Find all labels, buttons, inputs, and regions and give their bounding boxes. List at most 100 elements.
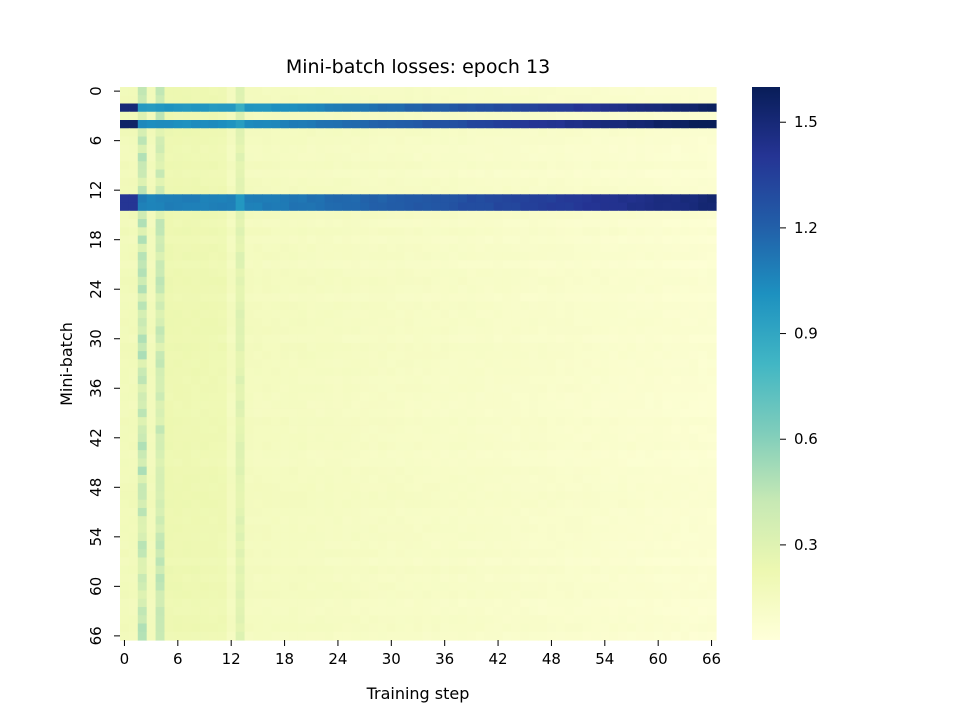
heatmap-cell <box>351 202 361 212</box>
heatmap-cell <box>386 441 397 451</box>
heatmap-cell <box>164 392 174 402</box>
heatmap-cell <box>369 623 379 633</box>
heatmap-cell <box>671 293 682 303</box>
heatmap-cell <box>369 95 379 105</box>
heatmap-cell <box>449 417 459 426</box>
heatmap-cell <box>609 186 619 195</box>
heatmap-cell <box>618 367 628 377</box>
heatmap-cell <box>449 565 459 575</box>
heatmap-cell <box>422 474 432 484</box>
heatmap-cell <box>609 466 619 476</box>
heatmap-cell <box>662 417 673 426</box>
heatmap-cell <box>333 301 343 311</box>
heatmap-cell <box>546 367 557 377</box>
heatmap-cell <box>315 202 326 212</box>
heatmap-cell <box>377 219 388 228</box>
heatmap-cell <box>217 227 228 237</box>
heatmap-cell <box>618 425 628 435</box>
heatmap-cell <box>386 474 397 484</box>
heatmap-cell <box>635 177 646 187</box>
heatmap-cell <box>520 417 530 426</box>
heatmap-cell <box>609 549 619 559</box>
heatmap-cell <box>529 351 539 360</box>
heatmap-cell <box>182 408 192 418</box>
heatmap-cell <box>609 144 619 154</box>
heatmap-cell <box>635 483 646 493</box>
heatmap-cell <box>182 227 192 237</box>
heatmap-cell <box>466 95 477 105</box>
heatmap-cell <box>182 136 192 146</box>
heatmap-cell <box>600 111 610 121</box>
heatmap-cell <box>217 441 228 451</box>
heatmap-cell <box>555 293 566 303</box>
heatmap-cell <box>297 417 308 426</box>
heatmap-cell <box>484 359 495 369</box>
heatmap-cell <box>449 136 459 146</box>
heatmap-cell <box>395 359 406 369</box>
heatmap-cell <box>137 565 148 575</box>
heatmap-cell <box>627 598 637 608</box>
heatmap-cell <box>502 532 513 542</box>
heatmap-cell <box>377 466 388 476</box>
heatmap-cell <box>413 136 424 146</box>
heatmap-cell <box>369 367 379 377</box>
heatmap-cell <box>689 433 699 443</box>
heatmap-cell <box>431 186 441 195</box>
heatmap-cell <box>662 590 673 600</box>
heatmap-cell <box>200 169 210 179</box>
heatmap-cell <box>475 276 486 286</box>
heatmap-cell <box>538 532 548 542</box>
heatmap-cell <box>164 136 174 146</box>
heatmap-cell <box>493 557 504 567</box>
heatmap-cell <box>289 474 299 484</box>
heatmap-cell <box>440 598 450 608</box>
heatmap-cell <box>493 334 504 344</box>
heatmap-cell <box>422 606 432 616</box>
heatmap-cell <box>217 95 228 105</box>
heatmap-cell <box>173 227 183 237</box>
heatmap-cell <box>546 301 557 311</box>
y-tick-label: 36 <box>87 379 105 398</box>
heatmap-cell <box>555 87 566 96</box>
heatmap-cell <box>200 615 210 625</box>
heatmap-cell <box>191 450 201 460</box>
heatmap-cell <box>360 202 370 212</box>
heatmap-cell <box>635 210 646 220</box>
heatmap-cell <box>484 582 495 592</box>
heatmap-cell <box>289 606 299 616</box>
heatmap-cell <box>635 260 646 270</box>
heatmap-cell <box>297 441 308 451</box>
heatmap-cell <box>671 441 682 451</box>
heatmap-cell <box>182 441 192 451</box>
heatmap-cell <box>413 565 424 575</box>
heatmap-cell <box>226 458 237 468</box>
heatmap-cell <box>235 136 246 146</box>
heatmap-cell <box>146 334 157 344</box>
heatmap-cell <box>591 392 601 402</box>
heatmap-cell <box>609 318 619 327</box>
heatmap-cell <box>431 169 441 179</box>
heatmap-cell <box>440 623 450 633</box>
heatmap-cell <box>440 384 450 393</box>
heatmap-cell <box>707 532 717 542</box>
heatmap-cell <box>395 227 406 237</box>
heatmap-cell <box>369 549 379 559</box>
heatmap-cell <box>564 565 575 575</box>
heatmap-cell <box>395 285 406 294</box>
heatmap-cell <box>244 441 255 451</box>
heatmap-cell <box>226 136 237 146</box>
heatmap-cell <box>644 606 655 616</box>
heatmap-cell <box>635 202 646 212</box>
heatmap-cell <box>600 499 610 509</box>
heatmap-cell <box>333 202 343 212</box>
heatmap-cell <box>351 524 361 534</box>
heatmap-cell <box>671 474 682 484</box>
heatmap-cell <box>653 87 664 96</box>
chart-title: Mini-batch losses: epoch 13 <box>286 56 550 78</box>
heatmap-cell <box>502 606 513 616</box>
heatmap-cell <box>653 95 664 105</box>
heatmap-cell <box>511 375 521 385</box>
heatmap-cell <box>422 408 432 418</box>
heatmap-cell <box>369 441 379 451</box>
heatmap-cell <box>297 458 308 468</box>
